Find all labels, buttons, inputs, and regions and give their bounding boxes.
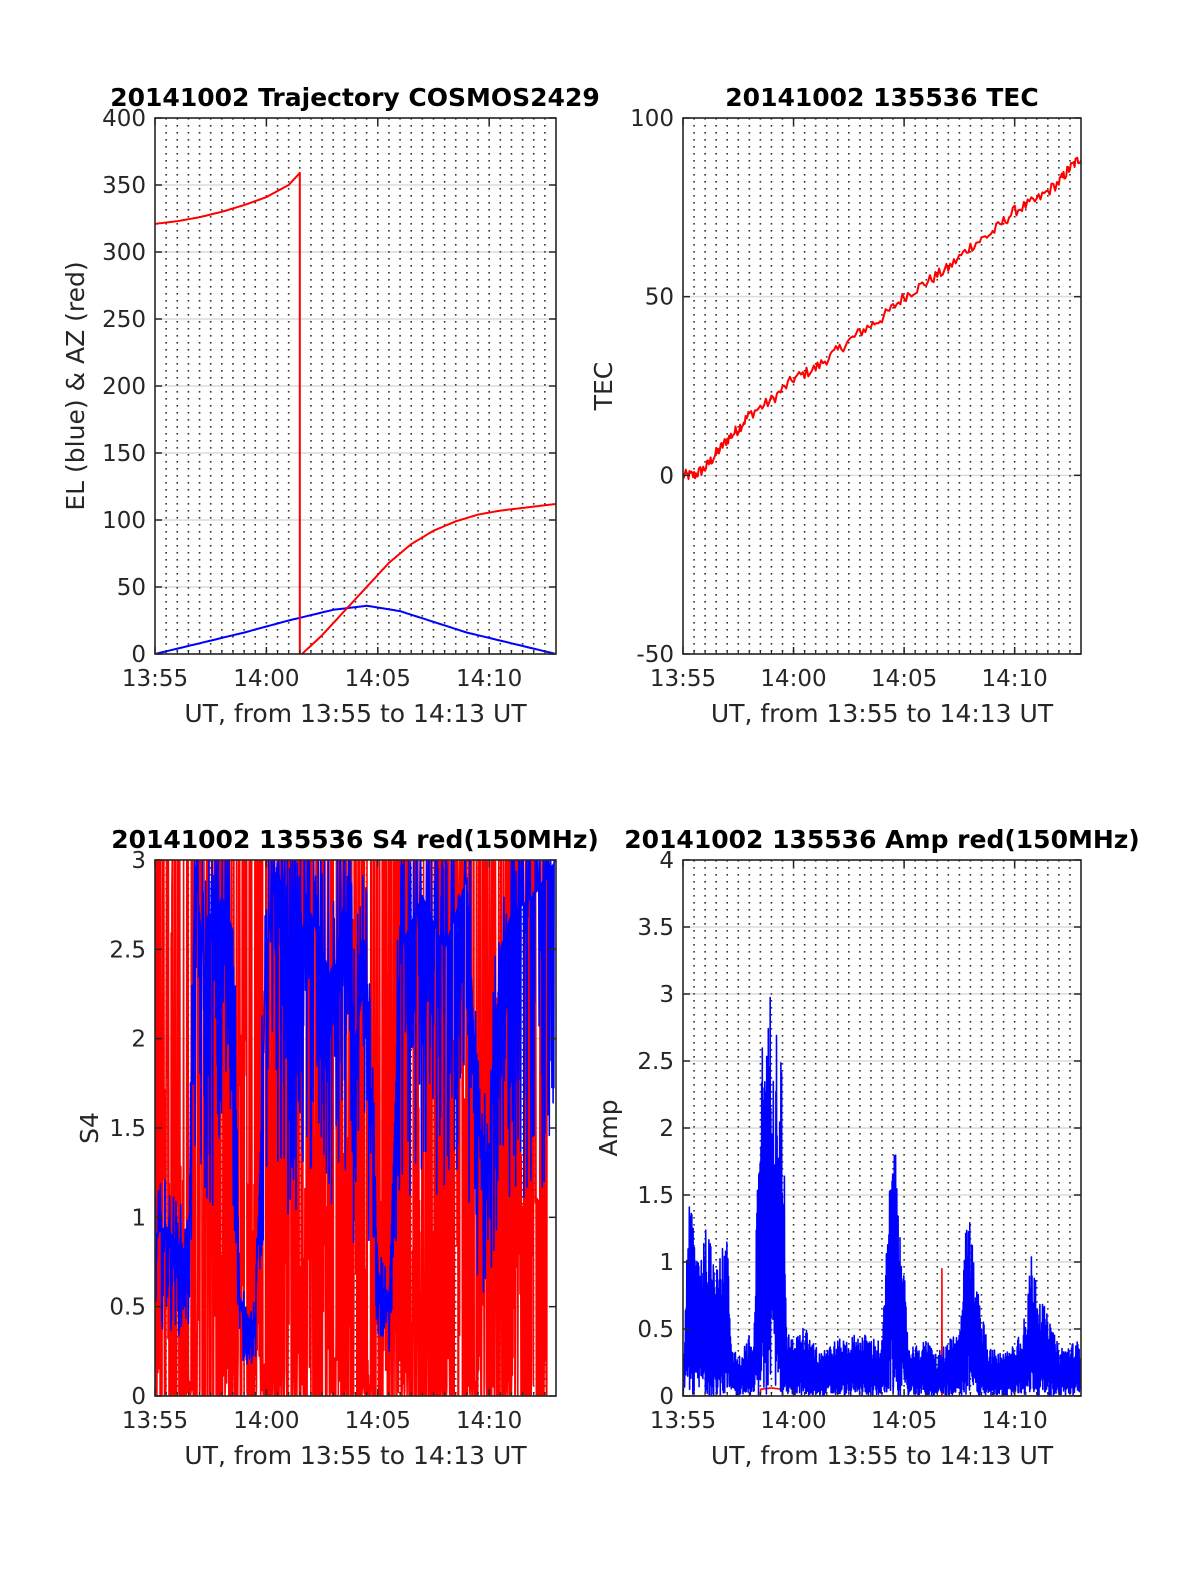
chart-panel-2: 13:55 14:00 14:05 14:10 -50 0 50 100 20141002 13… <box>589 83 1082 728</box>
y-tick-label: -50 <box>636 642 674 668</box>
x-tick-label: 14:05 <box>345 666 411 692</box>
y-tick-label: 3 <box>131 848 146 874</box>
y-tick-label: 3 <box>659 982 674 1008</box>
y-tick-label: 2.5 <box>109 937 146 963</box>
y-tick-label: 4 <box>659 848 674 874</box>
chart-panel-3: 13:55 14:00 14:05 14:10 0 0.5 1 1.5 2 2.5 32014100… <box>75 825 599 1470</box>
x-tick-label: 14:00 <box>233 1408 299 1434</box>
y-tick-label: 2 <box>659 1116 674 1142</box>
x-tick-label: 14:05 <box>345 1408 411 1434</box>
chart-title: 20141002 135536 TEC <box>725 83 1038 112</box>
series-line-2 <box>155 860 556 1365</box>
y-tick-label: 3.5 <box>637 915 674 941</box>
y-tick-label: 100 <box>102 508 146 534</box>
chart-panel-1: 13:55 14:00 14:05 14:10 0 50 100 150 200 250 300 35… <box>61 83 600 728</box>
y-tick-label: 300 <box>102 240 146 266</box>
y-tick-label: 150 <box>102 441 146 467</box>
y-axis-label: TEC <box>589 362 618 412</box>
x-tick-label: 14:05 <box>871 1408 937 1434</box>
x-tick-label: 14:00 <box>760 666 826 692</box>
series-group <box>683 156 1081 481</box>
x-tick-label: 13:55 <box>650 666 716 692</box>
y-tick-label: 0.5 <box>109 1295 146 1321</box>
y-tick-label: 0 <box>131 1384 146 1410</box>
chart-panel-4: 13:55 14:00 14:05 14:10 0 0.5 1 1.5 2 2.5 3 3.5 4201… <box>594 825 1140 1470</box>
y-tick-label: 400 <box>102 106 146 132</box>
x-tick-label: 14:10 <box>456 666 522 692</box>
y-tick-label: 0.5 <box>637 1317 674 1343</box>
y-tick-label: 0 <box>659 1384 674 1410</box>
series-line-1 <box>155 604 556 654</box>
y-tick-label: 100 <box>630 106 674 132</box>
y-tick-label: 50 <box>645 285 674 311</box>
y-tick-label: 0 <box>659 463 674 489</box>
x-tick-label: 14:00 <box>233 666 299 692</box>
x-tick-label: 14:10 <box>456 1408 522 1434</box>
x-tick-label: 14:10 <box>982 1408 1048 1434</box>
x-tick-label: 14:05 <box>871 666 937 692</box>
chart-title: 20141002 135536 Amp red(150MHz) <box>624 825 1140 854</box>
x-axis-label: UT, from 13:55 to 14:13 UT <box>184 699 527 728</box>
x-tick-label: 13:55 <box>122 1408 188 1434</box>
series-line-2 <box>155 171 556 654</box>
y-tick-label: 2 <box>131 1027 146 1053</box>
x-axis-label: UT, from 13:55 to 14:13 UT <box>711 699 1054 728</box>
x-axis-label: UT, from 13:55 to 14:13 UT <box>711 1441 1054 1470</box>
y-axis-label: EL (blue) & AZ (red) <box>61 261 90 510</box>
y-tick-label: 1.5 <box>109 1116 146 1142</box>
series-group <box>155 171 556 654</box>
y-tick-label: 1.5 <box>637 1183 674 1209</box>
chart-title: 20141002 Trajectory COSMOS2429 <box>110 83 600 112</box>
y-tick-label: 250 <box>102 307 146 333</box>
series-line-1 <box>683 156 1081 481</box>
x-axis-label: UT, from 13:55 to 14:13 UT <box>184 1441 527 1470</box>
y-axis-label: S4 <box>75 1112 104 1144</box>
x-tick-label: 14:10 <box>982 666 1048 692</box>
y-tick-label: 2.5 <box>637 1049 674 1075</box>
y-tick-label: 1 <box>659 1250 674 1276</box>
series-line-1 <box>155 860 548 1396</box>
chart-title: 20141002 135536 S4 red(150MHz) <box>111 825 599 854</box>
series-group <box>155 860 556 1396</box>
y-tick-label: 350 <box>102 173 146 199</box>
y-tick-label: 1 <box>131 1205 146 1231</box>
x-tick-label: 13:55 <box>122 666 188 692</box>
x-tick-label: 13:55 <box>650 1408 716 1434</box>
y-tick-label: 200 <box>102 374 146 400</box>
y-axis-label: Amp <box>594 1099 623 1156</box>
y-tick-label: 0 <box>131 642 146 668</box>
y-tick-label: 50 <box>117 575 146 601</box>
x-tick-label: 14:00 <box>760 1408 826 1434</box>
